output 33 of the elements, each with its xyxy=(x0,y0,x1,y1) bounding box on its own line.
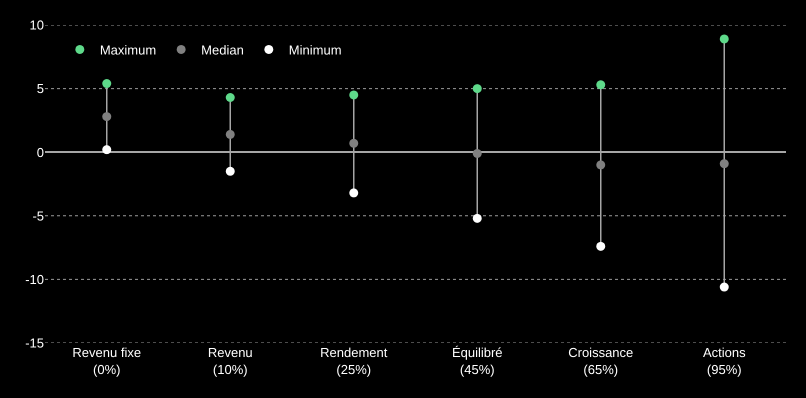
x-tick-label: Revenu fixe (0%) xyxy=(72,345,142,377)
point xyxy=(720,34,729,44)
x-tick-label: Équilibré (45%) xyxy=(452,345,503,377)
y-tick-label: 5 xyxy=(36,81,44,96)
legend-label: Maximum xyxy=(100,42,156,58)
point xyxy=(720,282,729,292)
point xyxy=(226,93,235,102)
point xyxy=(596,160,606,170)
point xyxy=(226,130,235,139)
point xyxy=(349,90,358,100)
y-tick-label: -10 xyxy=(25,272,44,287)
y-tick-label: -5 xyxy=(32,208,44,224)
x-tick-label: Revenu (10%) xyxy=(208,345,253,377)
point xyxy=(102,145,112,154)
point xyxy=(472,214,482,223)
x-tick-label: Croissance (65%) xyxy=(568,345,634,377)
point xyxy=(472,148,482,158)
legend-label: Median xyxy=(201,42,244,58)
point xyxy=(596,80,606,90)
y-tick-label: 10 xyxy=(30,18,44,33)
y-tick-label: -15 xyxy=(25,336,44,351)
point xyxy=(596,242,606,251)
x-tick-label: Actions (95%) xyxy=(702,345,746,377)
point xyxy=(349,138,358,148)
y-tick-label: 0 xyxy=(36,144,44,160)
point xyxy=(102,112,112,122)
legend-label: Minimum xyxy=(288,42,342,58)
point xyxy=(226,166,235,176)
point xyxy=(720,159,729,168)
point xyxy=(349,188,358,198)
point xyxy=(472,84,482,94)
x-tick-label: Rendement (25%) xyxy=(320,345,388,377)
point xyxy=(102,79,112,88)
